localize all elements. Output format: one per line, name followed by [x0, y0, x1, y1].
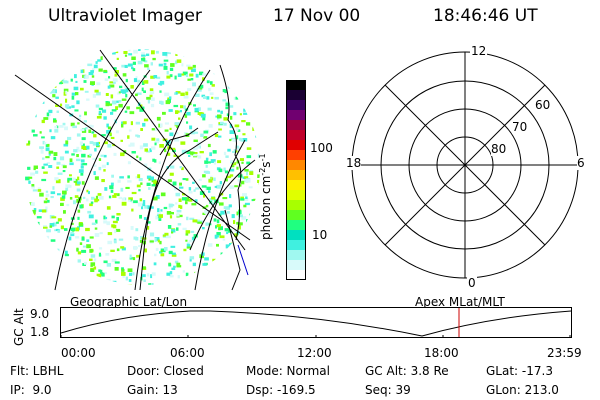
meridian-line — [189, 159, 256, 251]
alt-xtick-3: 18:00 — [424, 346, 459, 360]
colorbar-step — [286, 250, 306, 261]
colorbar-step — [286, 270, 306, 280]
date-label: 17 Nov 00 — [273, 6, 361, 26]
uv-emission-speckles — [24, 49, 260, 285]
info-glat: GLat: -17.3 — [486, 364, 553, 378]
info-flt: Flt: LBHL — [10, 364, 64, 378]
alt-xtick-1: 06:00 — [170, 346, 205, 360]
coastline — [224, 209, 241, 291]
colorbar-step — [286, 210, 306, 221]
geographic-image-panel — [14, 49, 260, 291]
colorbar-step — [286, 200, 306, 211]
time-label: 18:46:46 UT — [433, 6, 538, 26]
colorbar-step — [286, 150, 306, 161]
colorbar-step — [286, 120, 306, 131]
colorbar-step — [286, 170, 306, 181]
polar-label-12: 12 — [470, 44, 488, 58]
coastline — [159, 127, 199, 156]
altitude-plot — [60, 307, 572, 338]
latitude-line — [14, 74, 251, 241]
meridian-line — [194, 139, 246, 291]
polar-label-6: 6 — [577, 156, 585, 170]
colorbar-tick-high: 100 — [310, 141, 333, 155]
colorbar-step — [286, 240, 306, 251]
geographic-caption: Geographic Lat/Lon — [70, 295, 188, 309]
polar-ring-label-70: 70 — [512, 120, 528, 134]
polar-label-0: 0 — [467, 276, 477, 290]
meridian-line — [54, 69, 151, 291]
alt-xtick-2: 12:00 — [297, 346, 332, 360]
map-grid-lines — [14, 49, 256, 291]
colorbar-step — [286, 110, 306, 121]
alt-tick-low: 1.8 — [30, 325, 50, 339]
altitude-plot-frame — [60, 307, 572, 338]
colorbar-step — [286, 80, 306, 91]
colorbar-step — [286, 140, 306, 151]
alt-xtick-0: 00:00 — [61, 346, 96, 360]
latitude-line — [99, 49, 246, 251]
info-mode: Mode: Normal — [246, 364, 330, 378]
colorbar-step — [286, 220, 306, 231]
info-seq: Seq: 39 — [365, 383, 411, 397]
alt-tick-high: 9.0 — [30, 307, 50, 321]
coastline — [237, 244, 249, 276]
colorbar-step — [286, 90, 306, 101]
polar-ring-label-60: 60 — [535, 98, 551, 112]
colorbar-unit-label: photon cm-2s-1 — [258, 153, 273, 240]
colorbar-tick-low: 10 — [312, 228, 328, 242]
info-gc-alt: GC Alt: 3.8 Re — [365, 364, 449, 378]
alt-axis-label: GC Alt — [12, 308, 26, 346]
polar-ring-label-80: 80 — [491, 142, 507, 156]
coastline — [219, 64, 242, 241]
colorbar-step — [286, 130, 306, 141]
info-door: Door: Closed — [127, 364, 204, 378]
altitude-curve — [60, 310, 572, 337]
colorbar-step — [286, 100, 306, 111]
colorbar-step — [286, 180, 306, 191]
info-gain: Gain: 13 — [127, 383, 178, 397]
alt-xtick-4: 23:59 — [547, 346, 582, 360]
apex-caption: Apex MLat/MLT — [415, 295, 505, 309]
meridian-line — [134, 69, 211, 291]
polar-mlt-plot — [351, 51, 579, 279]
coastline — [139, 131, 219, 291]
colorbar-step — [286, 260, 306, 271]
info-dsp: Dsp: -169.5 — [246, 383, 316, 397]
info-ip: IP: 9.0 — [10, 383, 52, 397]
colorbar — [286, 80, 306, 280]
colorbar-step — [286, 230, 306, 241]
polar-label-18: 18 — [346, 156, 362, 170]
instrument-title: Ultraviolet Imager — [48, 6, 202, 26]
colorbar-step — [286, 160, 306, 171]
polar-meridian — [384, 84, 546, 246]
colorbar-step — [286, 190, 306, 201]
info-glon: GLon: 213.0 — [486, 383, 559, 397]
